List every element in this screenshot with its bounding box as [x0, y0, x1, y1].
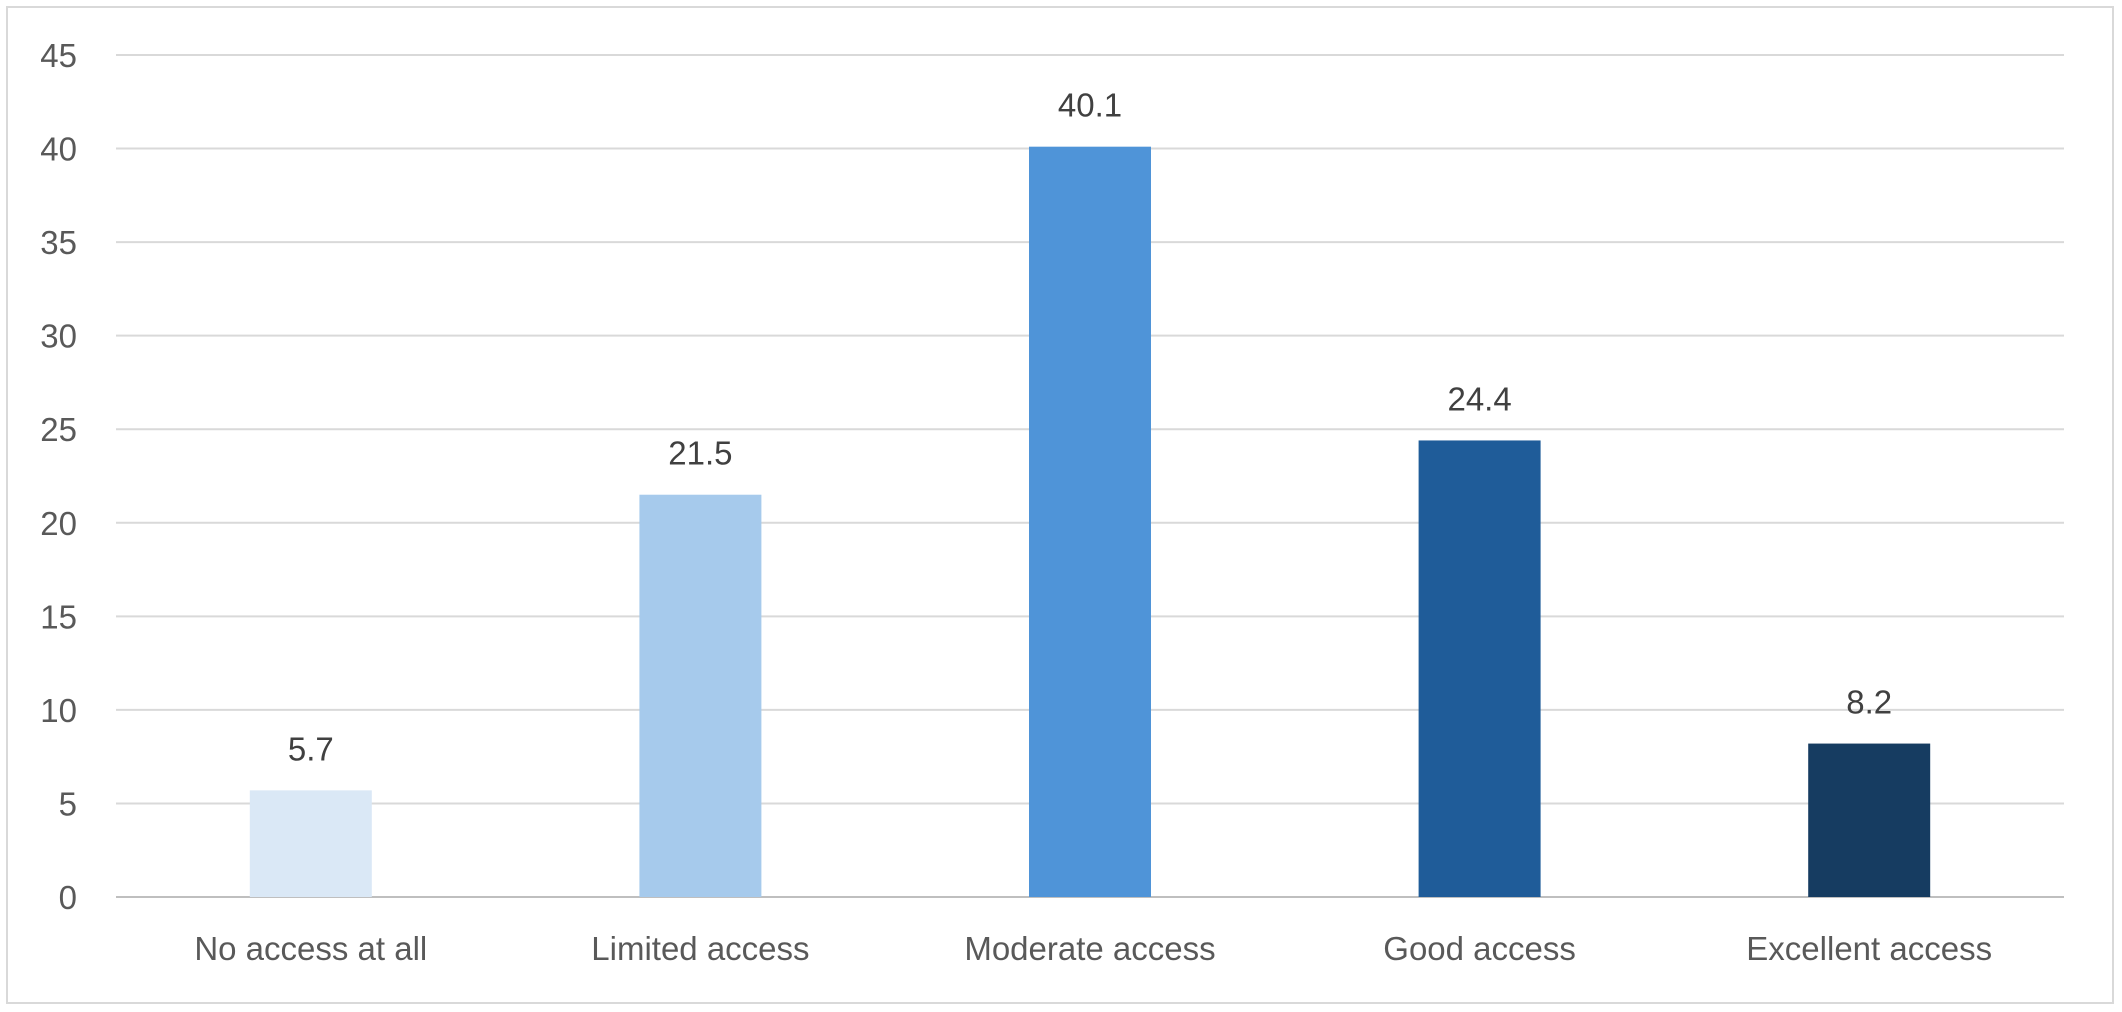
y-tick-label: 45	[40, 37, 77, 74]
data-label: 5.7	[288, 730, 334, 767]
y-tick-label: 10	[40, 692, 77, 729]
x-tick-label: Limited access	[591, 930, 809, 967]
y-tick-label: 25	[40, 411, 77, 448]
y-axis-ticks: 0 5 10 15 20 25 30 35 40 45	[40, 37, 77, 916]
data-label: 24.4	[1447, 380, 1511, 417]
y-tick-label: 40	[40, 131, 77, 168]
x-tick-label: No access at all	[194, 930, 427, 967]
data-label: 40.1	[1058, 87, 1122, 124]
bar	[1418, 440, 1541, 897]
x-tick-label: Good access	[1383, 930, 1576, 967]
y-tick-label: 0	[59, 879, 77, 916]
data-label: 8.2	[1846, 684, 1892, 721]
x-tick-label: Moderate access	[964, 930, 1215, 967]
y-tick-label: 20	[40, 505, 77, 542]
bar	[639, 494, 762, 897]
y-tick-label: 15	[40, 598, 77, 635]
x-axis-ticks: No access at all Limited access Moderate a…	[194, 930, 1992, 967]
y-tick-label: 5	[59, 785, 77, 822]
data-labels: 5.7 21.5 40.1 24.4 8.2	[288, 87, 1892, 768]
bar	[1029, 146, 1151, 897]
y-tick-label: 30	[40, 318, 77, 355]
bar	[1808, 743, 1931, 897]
bars	[249, 146, 1931, 897]
bar	[249, 790, 372, 897]
data-label: 21.5	[668, 435, 732, 472]
x-tick-label: Excellent access	[1746, 930, 1992, 967]
y-tick-label: 35	[40, 224, 77, 261]
